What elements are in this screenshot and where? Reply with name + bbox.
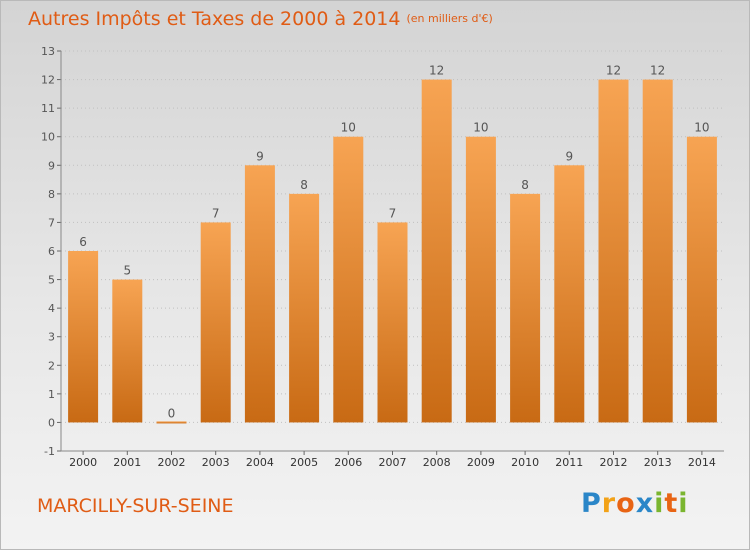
y-tick-label: 0	[48, 416, 55, 429]
bar	[68, 251, 99, 423]
bar-value-label: 9	[256, 149, 264, 163]
bar	[333, 136, 364, 423]
x-tick-label: 2003	[202, 456, 230, 469]
bar-value-label: 12	[429, 64, 444, 78]
bar-value-label: 10	[473, 121, 488, 135]
y-tick-label: 4	[48, 302, 55, 315]
logo-letter: r	[601, 488, 617, 519]
data-labels: 6 5 0 7 9 8 10 7 12 10 8 9 12 12 10	[79, 64, 709, 421]
y-tick-label: 13	[41, 45, 55, 58]
x-tick-label: 2014	[688, 456, 716, 469]
bar	[510, 193, 541, 423]
axes	[57, 50, 724, 455]
bar	[200, 222, 231, 423]
logo-letter: i	[654, 488, 665, 519]
proxiti-logo: Proxiti	[581, 488, 689, 519]
bar	[598, 79, 629, 423]
bar	[377, 222, 408, 423]
y-tick-label: 1	[48, 388, 55, 401]
y-tick-label: 3	[48, 331, 55, 344]
bar-value-label: 12	[606, 64, 621, 78]
y-tick-label: 10	[41, 131, 55, 144]
x-tick-label: 2011	[555, 456, 583, 469]
bar-value-label: 0	[168, 406, 176, 420]
logo-letter: t	[664, 488, 679, 519]
bar-value-label: 10	[341, 121, 356, 135]
bar-value-label: 10	[694, 121, 709, 135]
y-tick-label: 8	[48, 188, 55, 201]
bar	[244, 165, 275, 423]
bar-value-label: 6	[79, 235, 87, 249]
x-tick-label: 2009	[467, 456, 495, 469]
x-tick-label: 2005	[290, 456, 318, 469]
logo-letter: o	[616, 488, 636, 519]
chart-title-text: Autres Impôts et Taxes de 2000 à 2014	[28, 8, 401, 30]
bar-value-label: 7	[212, 206, 220, 220]
x-tick-label: 2001	[113, 456, 141, 469]
y-tick-label: 11	[41, 102, 55, 115]
y-tick-label: 9	[48, 159, 55, 172]
bar	[554, 165, 585, 423]
y-tick-label: -1	[44, 445, 55, 458]
y-tick-label: 2	[48, 359, 55, 372]
bar	[642, 79, 673, 423]
bar-value-label: 9	[565, 149, 573, 163]
x-tick-label: 2012	[600, 456, 628, 469]
x-tick-label: 2010	[511, 456, 539, 469]
bar	[289, 193, 320, 423]
bar	[686, 136, 717, 423]
bar	[421, 79, 452, 423]
x-tick-label: 2000	[69, 456, 97, 469]
y-tick-label: 5	[48, 274, 55, 287]
x-tick-label: 2006	[334, 456, 362, 469]
bar-value-label: 12	[650, 64, 665, 78]
logo-letter: x	[635, 488, 655, 519]
bar-value-label: 8	[521, 178, 529, 192]
bar	[112, 279, 143, 423]
logo-letter: i	[678, 488, 689, 519]
bar-value-label: 7	[389, 206, 397, 220]
y-tick-label: 7	[48, 216, 55, 229]
x-tick-label: 2007	[379, 456, 407, 469]
chart-title-unit: (en milliers d'€)	[406, 12, 493, 25]
bar	[465, 136, 496, 423]
x-tick-label: 2002	[158, 456, 186, 469]
y-tick-label: 12	[41, 74, 55, 87]
bar-value-label: 8	[300, 178, 308, 192]
chart-title: Autres Impôts et Taxes de 2000 à 2014 (en…	[28, 8, 493, 30]
x-tick-label: 2008	[423, 456, 451, 469]
y-tick-label: 6	[48, 245, 55, 258]
bars	[68, 79, 717, 424]
x-tick-label: 2004	[246, 456, 274, 469]
bar	[156, 421, 187, 424]
city-name: MARCILLY-SUR-SEINE	[37, 495, 234, 517]
bar-value-label: 5	[123, 264, 131, 278]
x-tick-label: 2013	[644, 456, 672, 469]
logo-letter: P	[581, 488, 602, 519]
